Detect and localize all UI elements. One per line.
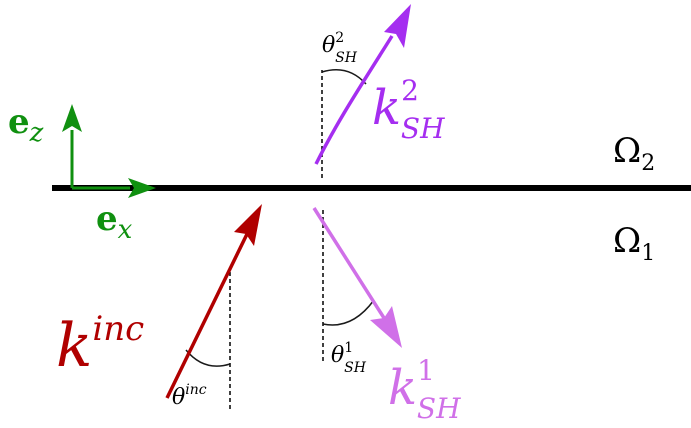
inc-vector-sup: inc	[92, 309, 144, 349]
sh-reflected-group: θ2 SH k2 SH	[314, 4, 445, 178]
sh2-arrow-shaft	[314, 35, 394, 165]
region-upper-base: Ω	[613, 131, 641, 171]
sh1-vector-base: k	[388, 360, 417, 416]
region-lower-base: Ω	[613, 221, 641, 261]
sh2-vector-base: k	[372, 80, 401, 136]
sh2-angle-label: θ2 SH	[322, 30, 358, 66]
sh2-vector-sub: SH	[401, 112, 445, 145]
inc-arrow-shaft	[165, 231, 250, 399]
region-upper-sub: 2	[641, 151, 655, 176]
sh1-angle-sub: SH	[344, 360, 367, 376]
sh2-angle-base: θ	[322, 33, 335, 58]
region-lower-sub: 1	[641, 241, 655, 266]
region-lower-label: Ω1	[613, 221, 655, 266]
ex-label-base: e	[96, 199, 118, 239]
ex-label: ex	[96, 199, 133, 245]
inc-angle-label: θinc	[172, 382, 207, 410]
region-upper-label: Ω2	[613, 131, 655, 176]
sh2-vector-sup: 2	[401, 74, 419, 107]
inc-angle-base: θ	[172, 385, 185, 410]
sh2-angle-arc	[321, 69, 367, 85]
sh-transmitted-group: θ1 SH k1 SH	[312, 207, 461, 425]
ez-label-sub: z	[29, 118, 44, 148]
sh1-vector-sup: 1	[417, 354, 435, 387]
sh1-arrowhead	[370, 306, 402, 348]
inc-angle-sup: inc	[185, 382, 206, 398]
ez-arrowhead	[62, 104, 82, 132]
sh2-angle-sup: 2	[335, 30, 344, 46]
inc-vector-base: k	[56, 311, 92, 381]
ex-label-sub: x	[118, 215, 133, 245]
sh1-angle-base: θ	[331, 343, 344, 368]
basis-vectors: ez ex	[8, 102, 156, 245]
ex-arrowhead	[128, 178, 156, 198]
inc-arrowhead	[234, 204, 262, 246]
sh1-arrow-shaft	[312, 207, 386, 319]
sh1-angle-arc	[322, 299, 375, 326]
sh1-vector-sub: SH	[417, 392, 461, 425]
inc-vector-label: kinc	[56, 309, 144, 381]
incident-group: θinc kinc	[56, 204, 262, 410]
ez-label: ez	[8, 102, 44, 148]
ez-label-base: e	[8, 102, 30, 142]
sh2-arrowhead	[384, 4, 411, 48]
sh2-angle-sub: SH	[335, 50, 358, 66]
sh1-angle-label: θ1 SH	[331, 340, 367, 376]
sh1-angle-sup: 1	[344, 340, 353, 356]
sh1-vector-label: k1 SH	[388, 354, 461, 425]
sh2-vector-label: k2 SH	[372, 74, 445, 145]
inc-angle-arc	[185, 349, 231, 367]
